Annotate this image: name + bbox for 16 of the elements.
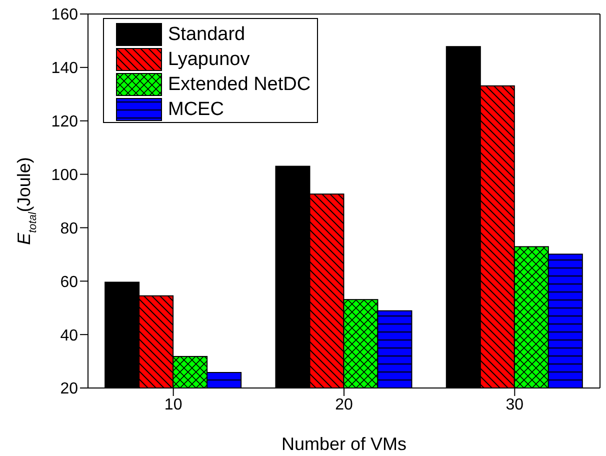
y-tick-label: 60: [60, 274, 78, 291]
y-tick-label: 20: [60, 380, 78, 398]
y-tick-label: 80: [60, 220, 78, 238]
x-tick-label: 30: [506, 396, 524, 414]
x-tick-label: 20: [335, 396, 353, 414]
y-tick-label: 100: [51, 166, 78, 184]
y-tick-label: 140: [51, 60, 78, 78]
y-tick-label: 40: [60, 327, 78, 344]
legend-label: MCEC: [168, 98, 224, 120]
x-tick-label: 10: [164, 396, 182, 414]
y-tick-label: 160: [51, 6, 78, 24]
legend-label: Standard: [168, 24, 246, 46]
y-tick-label: 120: [51, 114, 78, 131]
legend-label: Lyapunov: [168, 48, 250, 70]
x-axis-title: Number of VMs: [281, 434, 407, 454]
legend-label: Extended NetDC: [168, 74, 311, 96]
